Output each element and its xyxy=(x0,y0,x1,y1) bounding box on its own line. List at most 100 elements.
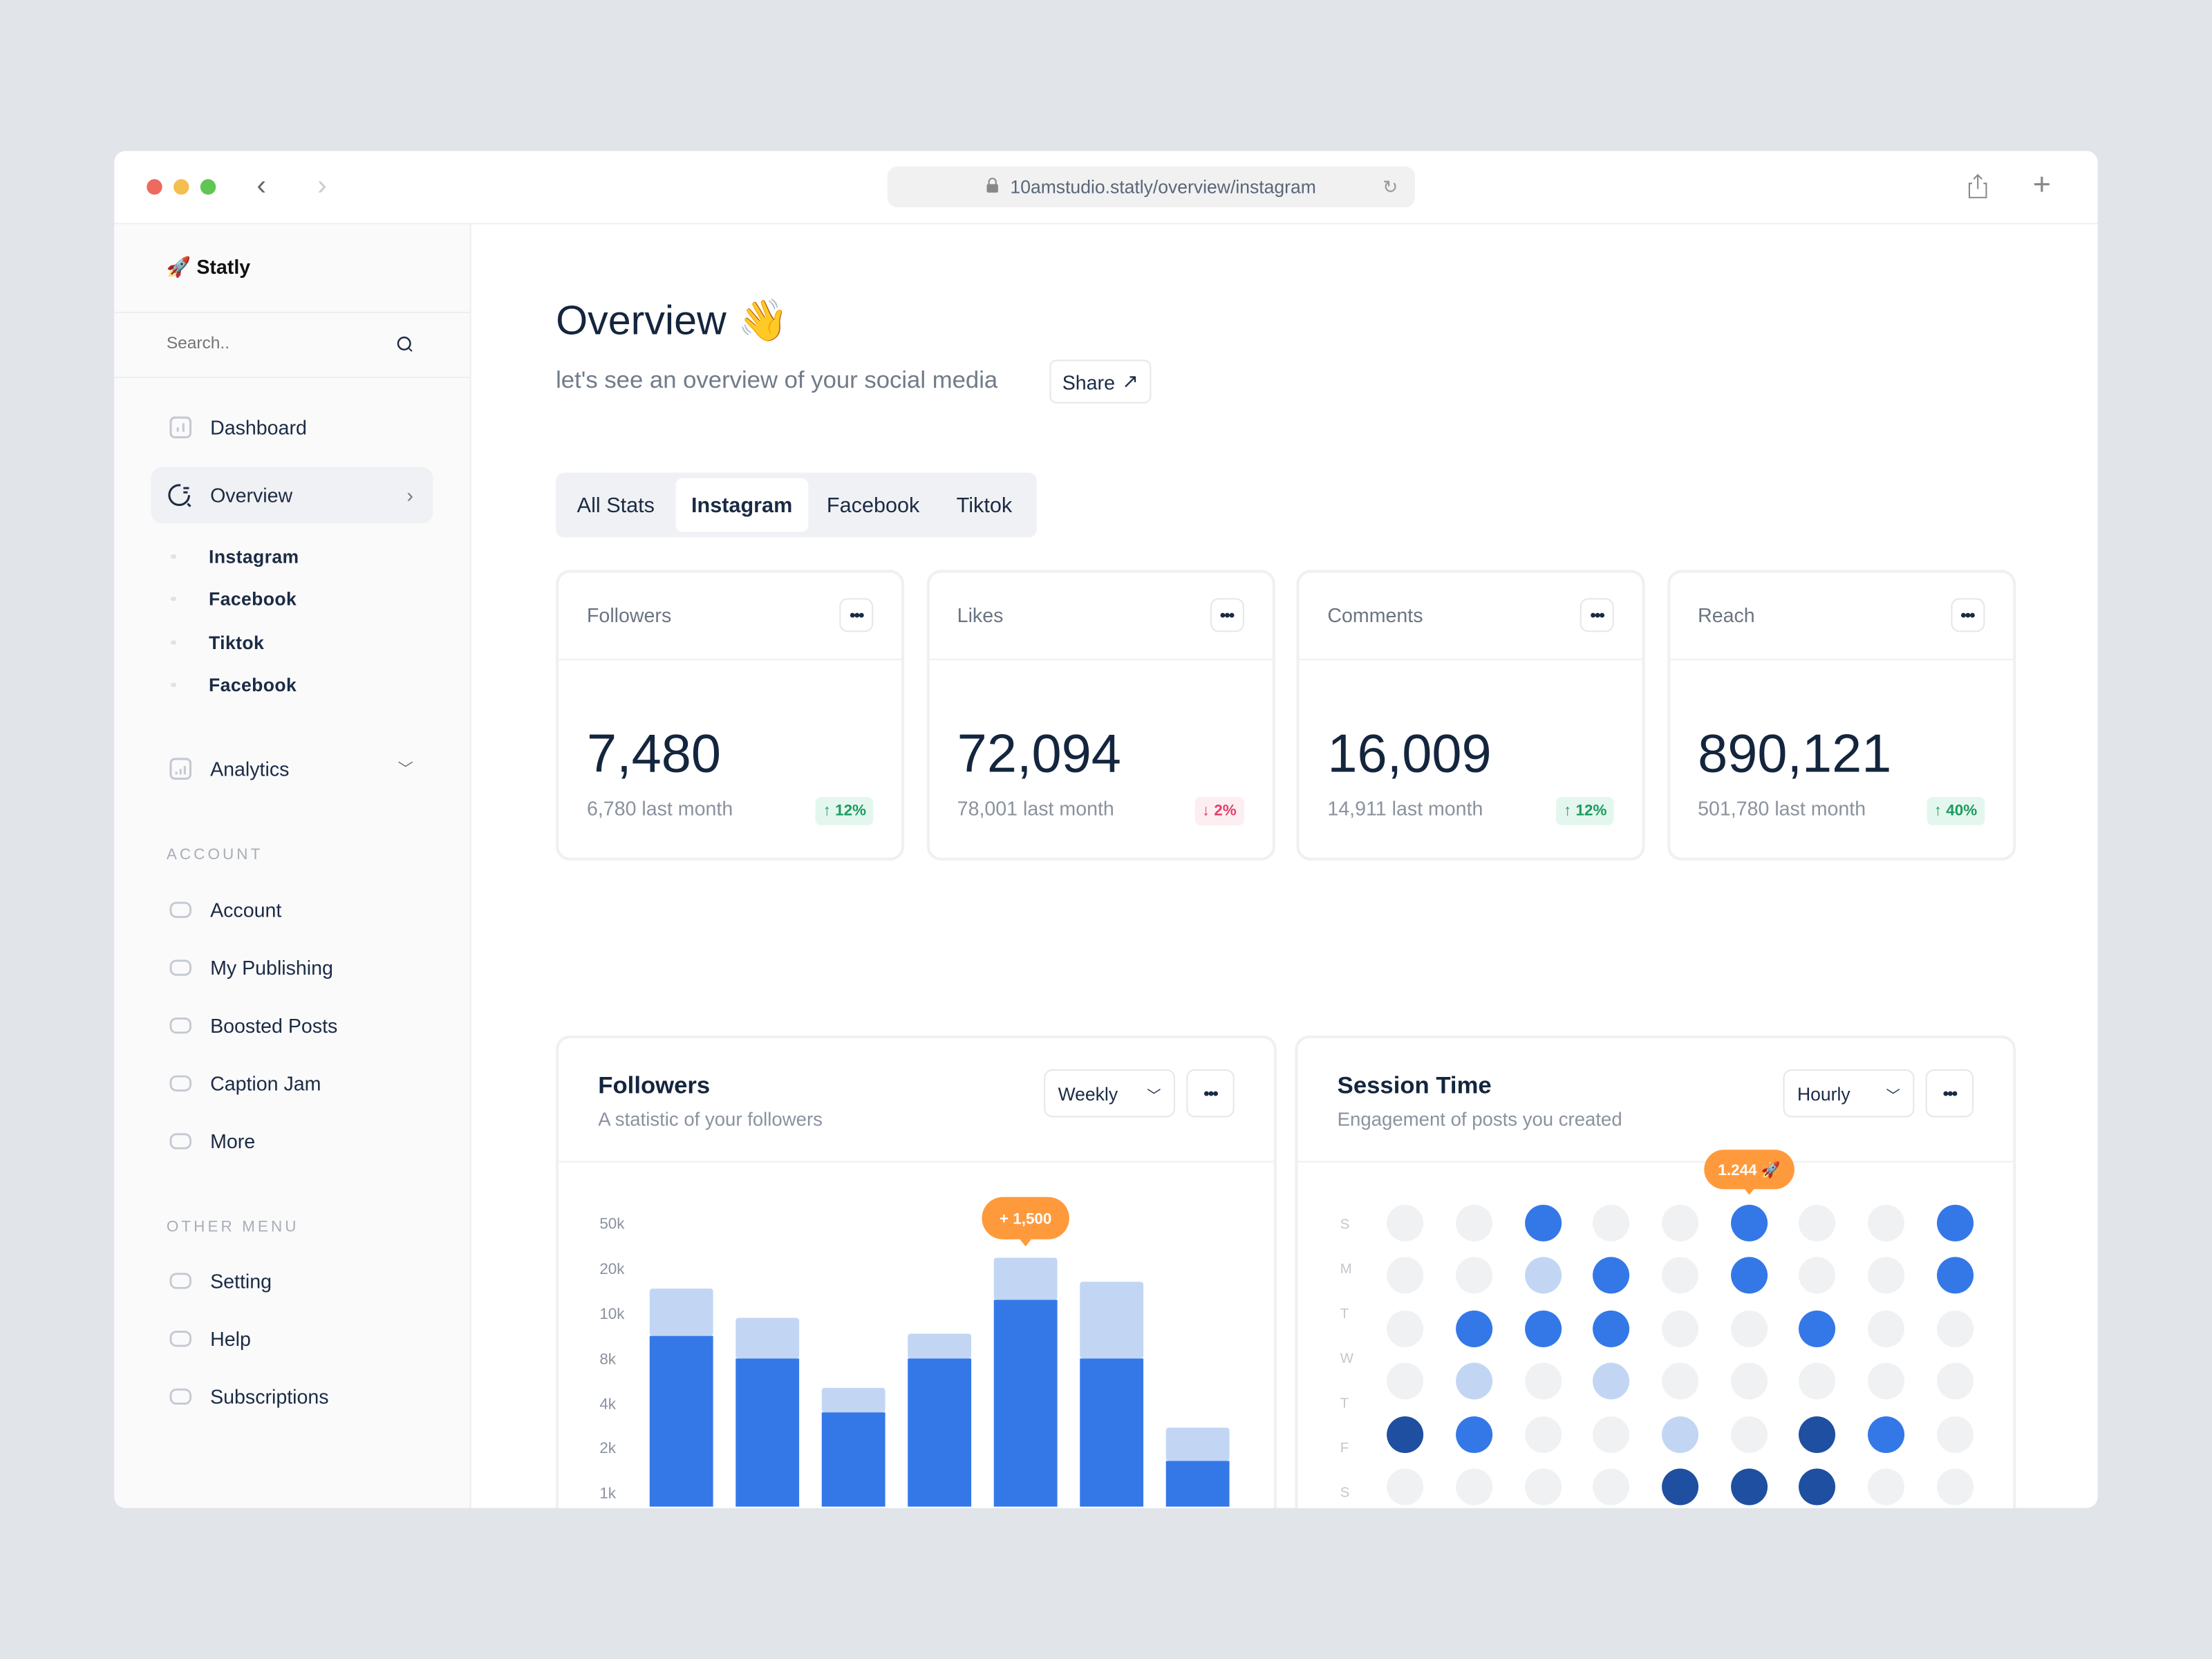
heatmap-cell[interactable] xyxy=(1456,1362,1493,1400)
sidebar-item-help[interactable]: Help xyxy=(151,1311,433,1367)
sidebar-item-caption-jam[interactable]: Caption Jam xyxy=(151,1056,433,1112)
heatmap-cell[interactable] xyxy=(1387,1468,1424,1506)
bar-segment[interactable] xyxy=(821,1412,885,1507)
heatmap-cell[interactable] xyxy=(1868,1362,1905,1400)
heatmap-cell[interactable] xyxy=(1799,1204,1836,1241)
maximize-window-button[interactable] xyxy=(200,179,216,195)
bar-segment[interactable] xyxy=(1080,1358,1144,1507)
heatmap-cell[interactable] xyxy=(1525,1257,1562,1294)
heatmap-cell[interactable] xyxy=(1731,1416,1768,1454)
new-tab-icon[interactable]: + xyxy=(2032,166,2052,202)
sidebar-item-more[interactable]: More xyxy=(151,1113,433,1170)
heatmap-cell[interactable] xyxy=(1799,1468,1836,1506)
sidebar-item-overview[interactable]: Overview › xyxy=(151,467,433,524)
more-options-button[interactable]: ••• xyxy=(1950,598,1985,632)
share-icon[interactable] xyxy=(1968,174,1988,206)
heatmap-cell[interactable] xyxy=(1937,1257,1974,1294)
search-icon[interactable] xyxy=(396,335,413,360)
heatmap-cell[interactable] xyxy=(1799,1416,1836,1454)
bar-segment-light[interactable] xyxy=(1080,1282,1144,1359)
heatmap-cell[interactable] xyxy=(1456,1468,1493,1506)
sidebar-item-dashboard[interactable]: Dashboard xyxy=(151,400,433,456)
sidebar-item-setting[interactable]: Setting xyxy=(151,1253,433,1309)
more-options-button[interactable]: ••• xyxy=(839,598,874,632)
heatmap-cell[interactable] xyxy=(1387,1257,1424,1294)
heatmap-cell[interactable] xyxy=(1868,1310,1905,1347)
sidebar-subitem-facebook-2[interactable]: Facebook xyxy=(170,675,297,695)
heatmap-cell[interactable] xyxy=(1662,1468,1699,1506)
bar-segment-light[interactable] xyxy=(1165,1427,1230,1461)
bar-segment-light[interactable] xyxy=(735,1318,800,1359)
heatmap-cell[interactable] xyxy=(1799,1257,1836,1294)
bar-segment-light[interactable] xyxy=(908,1333,972,1359)
bar-segment-light[interactable] xyxy=(649,1288,713,1336)
bar-segment[interactable] xyxy=(649,1335,713,1507)
sidebar-subitem-instagram[interactable]: Instagram xyxy=(170,546,299,567)
heatmap-cell[interactable] xyxy=(1456,1204,1493,1241)
bar-segment-light[interactable] xyxy=(993,1257,1058,1300)
heatmap-cell[interactable] xyxy=(1731,1257,1768,1294)
heatmap-cell[interactable] xyxy=(1593,1362,1630,1400)
heatmap-cell[interactable] xyxy=(1868,1416,1905,1454)
heatmap-cell[interactable] xyxy=(1799,1362,1836,1400)
sidebar-item-boosted-posts[interactable]: Boosted Posts xyxy=(151,997,433,1054)
heatmap-cell[interactable] xyxy=(1456,1257,1493,1294)
heatmap-cell[interactable] xyxy=(1662,1310,1699,1347)
heatmap-cell[interactable] xyxy=(1662,1362,1699,1400)
period-select[interactable]: Hourly ﹀ xyxy=(1783,1069,1915,1118)
heatmap-cell[interactable] xyxy=(1525,1310,1562,1347)
sidebar-subitem-facebook[interactable]: Facebook xyxy=(170,588,297,610)
tab-tiktok[interactable]: Tiktok xyxy=(956,493,1013,517)
heatmap-cell[interactable] xyxy=(1525,1204,1562,1241)
tab-all-stats[interactable]: All Stats xyxy=(577,493,655,517)
address-bar[interactable]: 10amstudio.statly/overview/instagram ↻ xyxy=(887,166,1415,207)
heatmap-cell[interactable] xyxy=(1868,1257,1905,1294)
heatmap-cell[interactable] xyxy=(1525,1362,1562,1400)
close-window-button[interactable] xyxy=(147,179,162,195)
heatmap-cell[interactable] xyxy=(1593,1468,1630,1506)
more-options-button[interactable]: ••• xyxy=(1209,598,1244,632)
search-input[interactable] xyxy=(166,332,378,353)
heatmap-cell[interactable] xyxy=(1937,1310,1974,1347)
sidebar-item-account[interactable]: Account xyxy=(151,882,433,939)
heatmap-cell[interactable] xyxy=(1387,1204,1424,1241)
more-options-button[interactable]: ••• xyxy=(1580,598,1614,632)
heatmap-cell[interactable] xyxy=(1937,1362,1974,1400)
heatmap-cell[interactable] xyxy=(1662,1204,1699,1241)
heatmap-cell[interactable] xyxy=(1525,1416,1562,1454)
heatmap-cell[interactable] xyxy=(1937,1416,1974,1454)
forward-icon[interactable]: › xyxy=(317,170,327,202)
bar-segment[interactable] xyxy=(1165,1461,1230,1507)
minimize-window-button[interactable] xyxy=(174,179,189,195)
heatmap-cell[interactable] xyxy=(1593,1310,1630,1347)
heatmap-cell[interactable] xyxy=(1937,1468,1974,1506)
heatmap-cell[interactable] xyxy=(1662,1257,1699,1294)
tab-facebook[interactable]: Facebook xyxy=(826,493,920,517)
heatmap-cell[interactable] xyxy=(1456,1416,1493,1454)
heatmap-cell[interactable] xyxy=(1937,1204,1974,1241)
sidebar-item-my-publishing[interactable]: My Publishing xyxy=(151,939,433,996)
heatmap-cell[interactable] xyxy=(1662,1416,1699,1454)
share-button[interactable]: Share ↗ xyxy=(1049,359,1152,404)
heatmap-cell[interactable] xyxy=(1593,1257,1630,1294)
heatmap-cell[interactable] xyxy=(1868,1468,1905,1506)
heatmap-cell[interactable] xyxy=(1456,1310,1493,1347)
heatmap-cell[interactable] xyxy=(1593,1204,1630,1241)
bar-segment[interactable] xyxy=(908,1358,972,1507)
back-icon[interactable]: ‹ xyxy=(256,170,267,202)
heatmap-cell[interactable] xyxy=(1387,1416,1424,1454)
more-options-button[interactable]: ••• xyxy=(1186,1069,1235,1118)
more-options-button[interactable]: ••• xyxy=(1925,1069,1974,1118)
heatmap-cell[interactable] xyxy=(1731,1468,1768,1506)
sidebar-subitem-tiktok[interactable]: Tiktok xyxy=(170,632,264,653)
tab-instagram[interactable]: Instagram xyxy=(675,478,808,532)
heatmap-cell[interactable] xyxy=(1387,1362,1424,1400)
heatmap-cell[interactable] xyxy=(1731,1204,1768,1241)
heatmap-cell[interactable] xyxy=(1731,1362,1768,1400)
sidebar-item-analytics[interactable]: Analytics ﹀ xyxy=(151,740,433,797)
heatmap-cell[interactable] xyxy=(1868,1204,1905,1241)
heatmap-cell[interactable] xyxy=(1731,1310,1768,1347)
sidebar-item-subscriptions[interactable]: Subscriptions xyxy=(151,1369,433,1425)
heatmap-cell[interactable] xyxy=(1525,1468,1562,1506)
heatmap-cell[interactable] xyxy=(1593,1416,1630,1454)
